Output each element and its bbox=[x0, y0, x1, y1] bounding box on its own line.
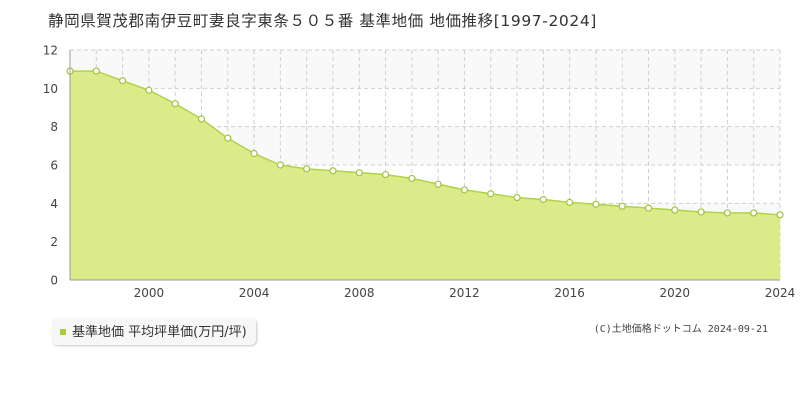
series-layer bbox=[66, 67, 784, 280]
data-point bbox=[408, 174, 416, 183]
data-point bbox=[618, 202, 626, 210]
data-point bbox=[197, 115, 206, 123]
y-tick-label: 12 bbox=[43, 44, 58, 58]
x-tick-label: 2012 bbox=[449, 286, 480, 300]
data-point bbox=[303, 165, 311, 173]
data-point bbox=[644, 204, 653, 212]
data-point bbox=[224, 134, 232, 142]
data-point bbox=[250, 149, 258, 158]
y-tick-label: 0 bbox=[50, 274, 58, 288]
x-tick-label: 2000 bbox=[134, 286, 165, 300]
data-point bbox=[592, 200, 600, 208]
data-point bbox=[118, 77, 127, 85]
data-point bbox=[697, 208, 705, 216]
data-point bbox=[381, 170, 390, 179]
data-point bbox=[434, 180, 442, 188]
data-point bbox=[723, 209, 732, 217]
x-tick-label: 2004 bbox=[239, 286, 270, 300]
data-point bbox=[276, 161, 284, 169]
x-tick-label: 2008 bbox=[344, 286, 375, 300]
data-point bbox=[487, 190, 495, 198]
axes bbox=[69, 50, 780, 281]
plot-band bbox=[70, 50, 780, 89]
data-point bbox=[513, 193, 521, 202]
data-point bbox=[145, 86, 153, 94]
data-point bbox=[671, 206, 679, 214]
x-tick-label: 2024 bbox=[765, 286, 796, 300]
y-tick-labels: 0 2 4 6 8 10 12 bbox=[43, 44, 58, 288]
data-point bbox=[566, 198, 574, 206]
data-point bbox=[355, 169, 363, 177]
x-tick-label: 2016 bbox=[554, 286, 585, 300]
data-point bbox=[171, 100, 179, 108]
y-tick-label: 8 bbox=[50, 120, 58, 134]
y-tick-label: 2 bbox=[50, 235, 58, 249]
series-line bbox=[70, 70, 781, 216]
legend-label: 基準地価 平均坪単価(万円/坪) bbox=[72, 325, 247, 340]
data-point bbox=[92, 67, 100, 75]
data-point bbox=[460, 186, 469, 194]
legend[interactable]: 基準地価 平均坪単価(万円/坪) bbox=[52, 318, 256, 345]
copyright-text: (C)土地価格ドットコム 2024-09-21 bbox=[593, 324, 768, 335]
data-point bbox=[329, 167, 337, 175]
series-area bbox=[70, 71, 780, 280]
y-tick-label: 10 bbox=[43, 82, 58, 96]
y-tick-label: 4 bbox=[50, 197, 58, 211]
data-point bbox=[539, 195, 547, 204]
data-point bbox=[776, 211, 784, 219]
data-point bbox=[750, 209, 758, 217]
x-tick-label: 2020 bbox=[660, 286, 691, 300]
x-tick-labels: 2000 2004 2008 2012 2016 2020 2024 bbox=[134, 286, 796, 300]
chart-title: 静岡県賀茂郡南伊豆町妻良字東条５０５番 基準地価 地価推移[1997-2024] bbox=[48, 12, 597, 30]
y-tick-label: 6 bbox=[50, 159, 58, 173]
legend-marker bbox=[60, 328, 66, 335]
